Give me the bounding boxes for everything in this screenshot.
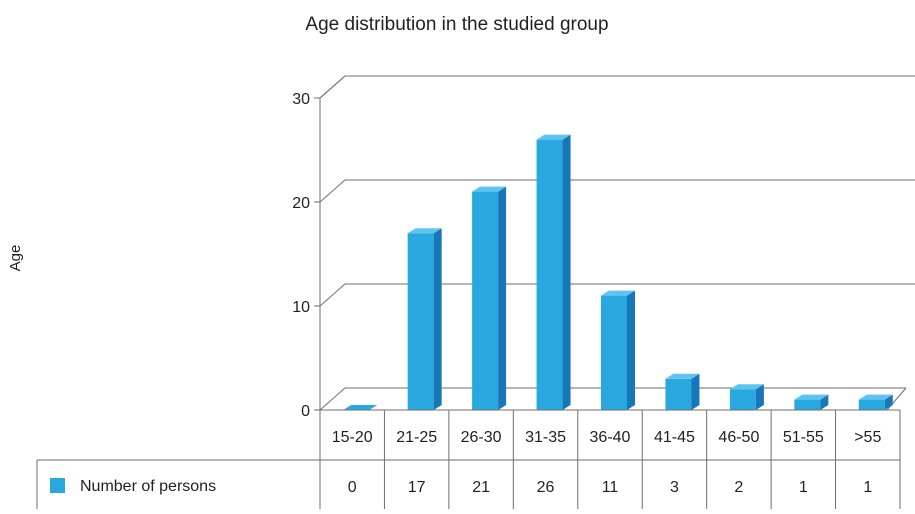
data-label: 3 [670,479,679,496]
legend-swatch [50,478,65,493]
bar-top [407,228,442,234]
bar-side [627,290,635,410]
bar-top [794,394,829,400]
x-tick-label: 31-35 [525,429,566,446]
y-tick-label: 0 [301,403,310,420]
bar-side [820,394,829,410]
bar [407,228,442,410]
y-tick-label: 30 [292,91,310,108]
bar [665,373,700,410]
legend-label: Number of persons [80,478,216,495]
bar-side [755,384,764,410]
bar-front [858,399,885,410]
data-table: 15-20021-251726-302131-352636-401141-453… [36,409,901,509]
x-tick-label: 46-50 [718,429,759,446]
data-label: 1 [863,479,872,496]
x-tick-label: 26-30 [461,429,502,446]
data-label: 26 [537,479,555,496]
y-tick-label: 10 [292,299,310,316]
bar-front [665,378,692,410]
bar [794,394,829,410]
left-wall-edge [319,75,346,410]
data-label: 1 [799,479,808,496]
x-tick-label: 36-40 [590,429,631,446]
bar-side [433,228,442,410]
bar-top [601,290,635,296]
bars [343,134,893,410]
bar-front [601,295,627,410]
bar-front [794,399,821,410]
gridlines [314,75,915,411]
bar-front [536,139,563,410]
chart-title: Age distribution in the studied group [305,14,608,35]
bar [472,186,507,410]
x-tick-label: >55 [854,429,881,446]
chart-text: Age distribution in the studied group Ag… [7,14,609,420]
y-tick-label: 20 [292,195,310,212]
bar-front [472,191,499,410]
x-tick-label: 51-55 [783,429,824,446]
bar-side [691,373,700,410]
bar-side [884,394,893,410]
bar-top [665,373,700,379]
bar [858,394,893,410]
bar [601,290,635,410]
data-label: 11 [602,479,619,496]
data-label: 2 [734,479,743,496]
bar-front [729,389,756,410]
x-tick-label: 41-45 [654,429,695,446]
x-tick-label: 15-20 [332,429,373,446]
gridline [319,75,915,99]
bar-side [498,186,507,410]
bar-top [858,394,893,400]
bar-top [343,405,378,410]
x-tick-label: 21-25 [396,429,437,446]
bar-top [472,186,507,192]
bar-front [407,233,434,410]
bar-side [562,134,571,410]
gridline [319,179,915,203]
bar-top [536,134,571,140]
gridline [319,283,915,307]
y-axis-label: Age [7,245,24,272]
bar [536,134,571,410]
bar [729,384,764,410]
floor-back-edge [319,387,906,411]
data-label: 21 [472,479,490,496]
bar [343,405,378,410]
bar-top [729,384,764,390]
data-label: 17 [408,479,426,496]
data-label: 0 [348,479,357,496]
